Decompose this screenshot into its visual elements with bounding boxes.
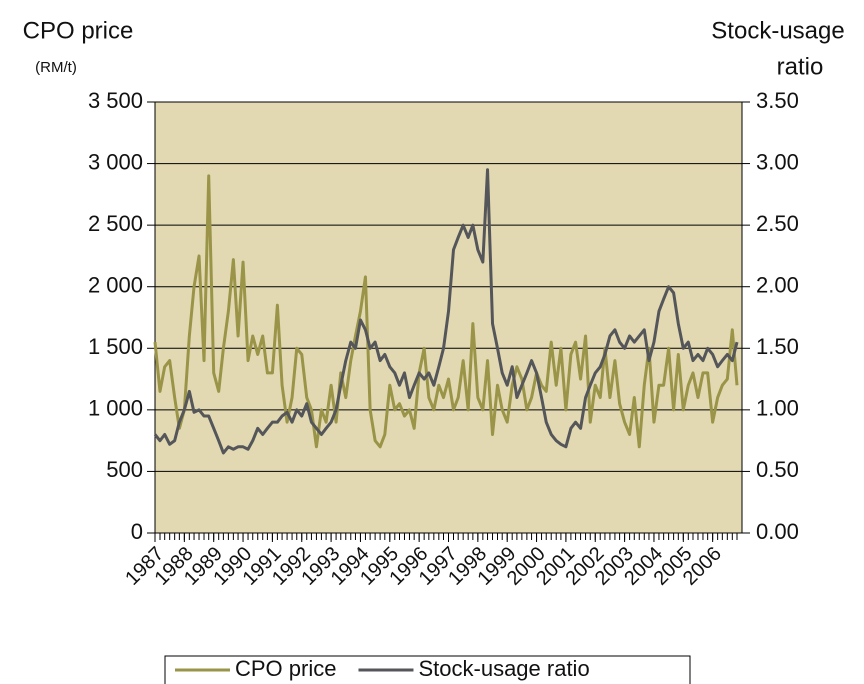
y2-tick-label: 1.00 xyxy=(756,396,799,421)
y-tick-label: 1 500 xyxy=(88,334,143,359)
y-tick-label: 3 500 xyxy=(88,88,143,113)
legend-label: CPO price xyxy=(235,656,336,681)
y2-tick-label: 2.50 xyxy=(756,211,799,236)
y-tick-label: 3 000 xyxy=(88,149,143,174)
series-line xyxy=(153,168,739,455)
y-axis-label: CPO price xyxy=(23,17,134,44)
y2-tick-label: 3.50 xyxy=(756,88,799,113)
y-tick-label: 0 xyxy=(131,519,143,544)
series-line xyxy=(153,174,739,449)
y2-tick-label: 3.00 xyxy=(756,149,799,174)
y-tick-label: 500 xyxy=(106,457,143,482)
y2-tick-label: 2.00 xyxy=(756,273,799,298)
y2-tick-label: 0.50 xyxy=(756,457,799,482)
legend: CPO price Stock-usage ratio xyxy=(164,655,691,684)
y2-tick-label: 1.50 xyxy=(756,334,799,359)
legend-box xyxy=(164,655,691,684)
y2-axis-label: ratio xyxy=(777,53,824,80)
y2-tick-label: 0.00 xyxy=(756,519,799,544)
y-axis-unit: (RM/t) xyxy=(35,59,77,76)
y2-axis-label: Stock-usage xyxy=(711,17,844,44)
y-tick-label: 1 000 xyxy=(88,396,143,421)
y-tick-label: 2 500 xyxy=(88,211,143,236)
y-tick-label: 2 000 xyxy=(88,273,143,298)
legend-label: Stock-usage ratio xyxy=(418,656,589,681)
